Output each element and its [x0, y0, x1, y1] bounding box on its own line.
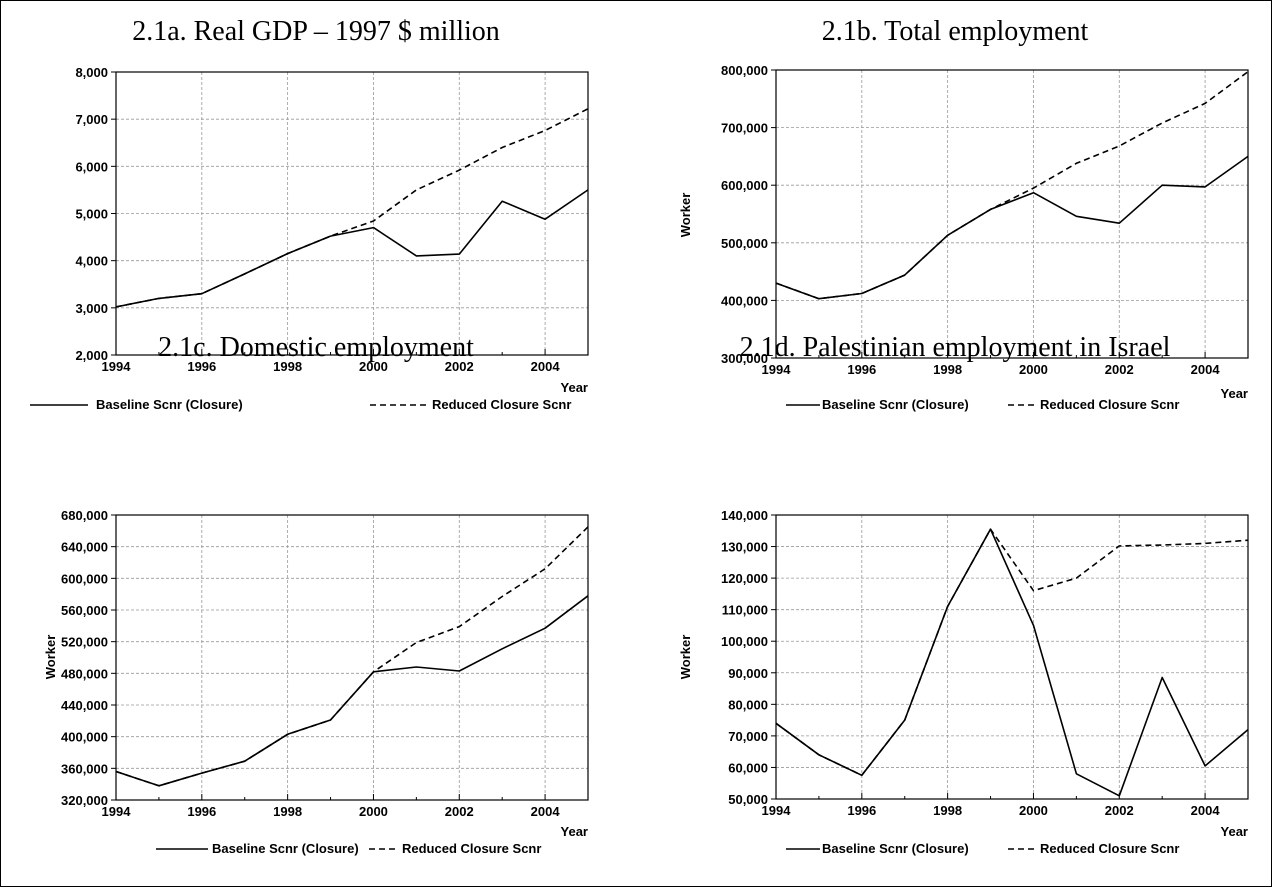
chart-d-xlabel: Year	[1221, 824, 1248, 839]
chart-c-ylabel: Worker	[43, 635, 58, 680]
chart-a-ytick-label: 5,000	[75, 207, 108, 222]
chart-b-ytick-label: 400,000	[721, 293, 768, 308]
chart-b-series-baseline-line	[775, 155, 1249, 300]
chart-b-xtick-label: 2004	[1191, 362, 1221, 377]
chart-b-legend-label-baseline: Baseline Scnr (Closure)	[822, 397, 969, 412]
chart-c-ytick-label: 480,000	[61, 666, 108, 681]
chart-c-ytick-label: 400,000	[61, 730, 108, 745]
chart-a-ytick-label: 3,000	[75, 301, 108, 316]
chart-c-ytick-label: 640,000	[61, 540, 108, 555]
chart-b-series-reduced-closure-line	[775, 71, 1249, 300]
chart-b-xtick-label: 1998	[933, 362, 962, 377]
chart-b-ytick-label: 500,000	[721, 236, 768, 251]
chart-d-title: 2.1d. Palestinian employment in Israel	[740, 332, 1171, 363]
chart-c-xlabel: Year	[561, 824, 588, 839]
chart-a-ytick-label: 8,000	[75, 65, 108, 80]
chart-a-legend-label-baseline: Baseline Scnr (Closure)	[96, 397, 243, 412]
chart-d-ytick-label: 120,000	[721, 571, 768, 586]
chart-c-title: 2.1c. Domestic employment	[158, 332, 474, 363]
chart-c-ytick-label: 520,000	[61, 635, 108, 650]
chart-b-xtick-label: 1996	[847, 362, 876, 377]
chart-c-plot-area	[115, 514, 589, 801]
chart-a-title: 2.1a. Real GDP – 1997 $ million	[132, 16, 500, 47]
chart-a-ytick-label: 7,000	[75, 112, 108, 127]
chart-a-xtick-label: 1996	[187, 359, 216, 374]
chart-a-legend-label-reduced: Reduced Closure Scnr	[432, 397, 571, 412]
chart-d-ytick-label: 100,000	[721, 634, 768, 649]
chart-c-legend-label-baseline: Baseline Scnr (Closure)	[212, 841, 359, 856]
chart-b-xtick-label: 2000	[1019, 362, 1048, 377]
chart-c-xtick-label: 2000	[359, 804, 388, 819]
chart-b-ytick-label: 600,000	[721, 178, 768, 193]
chart-b-ytick-label: 300,000	[721, 351, 768, 366]
chart-d-xtick-label: 1994	[762, 803, 792, 818]
chart-c-ytick-label: 320,000	[61, 793, 108, 808]
chart-d-ytick-label: 130,000	[721, 540, 768, 555]
chart-d-ytick-label: 90,000	[728, 666, 768, 681]
chart-d-legend-label-baseline: Baseline Scnr (Closure)	[822, 841, 969, 856]
chart-d-xtick-label: 2002	[1105, 803, 1134, 818]
chart-a-ytick-label: 6,000	[75, 159, 108, 174]
chart-c-ytick-label: 560,000	[61, 603, 108, 618]
chart-d-xtick-label: 1996	[847, 803, 876, 818]
chart-a-xtick-label: 2002	[445, 359, 474, 374]
chart-a-xtick-label: 2004	[531, 359, 561, 374]
chart-d-ytick-label: 80,000	[728, 697, 768, 712]
chart-c-xtick-label: 2004	[531, 804, 561, 819]
chart-c-series-reduced-closure-line	[115, 526, 589, 787]
chart-b-legend-label-reduced: Reduced Closure Scnr	[1040, 397, 1179, 412]
chart-a-xtick-label: 1998	[273, 359, 302, 374]
chart-d-plot-area	[775, 514, 1249, 800]
chart-d-series-baseline-line	[775, 528, 1249, 797]
chart-c-xtick-label: 1998	[273, 804, 302, 819]
chart-c-xtick-label: 1996	[187, 804, 216, 819]
chart-a-xlabel: Year	[561, 380, 588, 395]
chart-a-series-baseline-line	[115, 189, 589, 308]
chart-c-xtick-label: 1994	[102, 804, 132, 819]
chart-c-ytick-label: 600,000	[61, 571, 108, 586]
chart-c-ytick-label: 360,000	[61, 761, 108, 776]
chart-b-xlabel: Year	[1221, 386, 1248, 401]
chart-b-ylabel: Worker	[678, 193, 693, 238]
chart-d-ytick-label: 110,000	[722, 603, 768, 618]
chart-b-xtick-label: 2002	[1105, 362, 1134, 377]
chart-d-xtick-label: 2004	[1191, 803, 1221, 818]
chart-d-ylabel: Worker	[678, 635, 693, 680]
chart-a-ytick-label: 2,000	[75, 348, 108, 363]
chart-b-ytick-label: 800,000	[721, 63, 768, 78]
chart-b-plot-area	[775, 69, 1249, 359]
chart-a-series-reduced-closure-line	[115, 108, 589, 308]
chart-a-ytick-label: 4,000	[75, 254, 108, 269]
chart-d-legend-label-reduced: Reduced Closure Scnr	[1040, 841, 1179, 856]
chart-a-xtick-label: 2000	[359, 359, 388, 374]
chart-d-ytick-label: 70,000	[728, 729, 768, 744]
chart-b-ytick-label: 700,000	[721, 121, 768, 136]
chart-c-legend-label-reduced: Reduced Closure Scnr	[402, 841, 541, 856]
chart-d-xtick-label: 1998	[933, 803, 962, 818]
chart-a-xtick-label: 1994	[102, 359, 132, 374]
chart-d-series-reduced-closure-line	[775, 528, 1249, 777]
chart-c-series-baseline-line	[115, 595, 589, 787]
chart-d-ytick-label: 60,000	[728, 760, 768, 775]
chart-c-xtick-label: 2002	[445, 804, 474, 819]
chart-c-ytick-label: 440,000	[61, 698, 108, 713]
chart-b-xtick-label: 1994	[762, 362, 792, 377]
chart-d-ytick-label: 50,000	[728, 792, 768, 807]
chart-d-ytick-label: 140,000	[721, 508, 768, 523]
chart-b-title: 2.1b. Total employment	[822, 16, 1089, 47]
chart-d-xtick-label: 2000	[1019, 803, 1048, 818]
chart-c-ytick-label: 680,000	[61, 508, 108, 523]
